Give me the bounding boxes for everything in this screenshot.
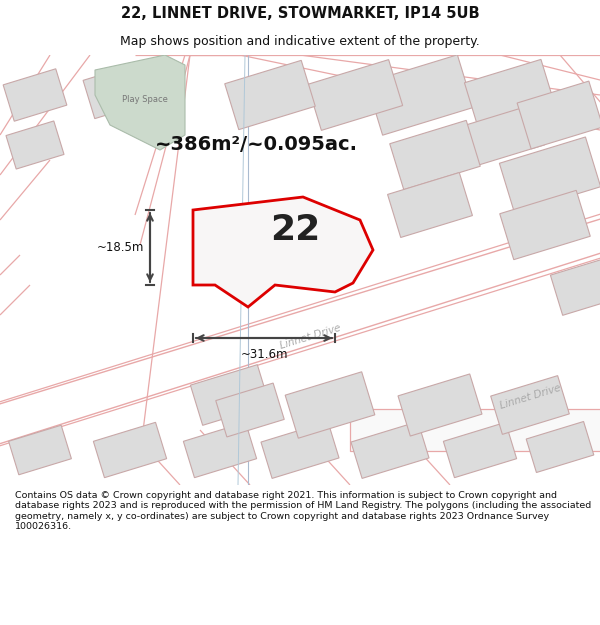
- Polygon shape: [6, 121, 64, 169]
- Polygon shape: [443, 422, 517, 478]
- Polygon shape: [350, 409, 600, 451]
- Polygon shape: [550, 254, 600, 316]
- Text: Contains OS data © Crown copyright and database right 2021. This information is : Contains OS data © Crown copyright and d…: [15, 491, 591, 531]
- Polygon shape: [8, 425, 71, 475]
- Polygon shape: [95, 55, 185, 150]
- Polygon shape: [193, 197, 373, 307]
- Polygon shape: [261, 422, 339, 478]
- Text: Play Space: Play Space: [122, 96, 168, 104]
- Polygon shape: [94, 422, 167, 478]
- Polygon shape: [285, 372, 375, 438]
- Polygon shape: [184, 422, 257, 478]
- Text: ~18.5m: ~18.5m: [97, 241, 144, 254]
- Polygon shape: [367, 55, 473, 135]
- Polygon shape: [0, 210, 600, 450]
- Polygon shape: [190, 364, 269, 426]
- Polygon shape: [83, 61, 157, 119]
- Polygon shape: [307, 59, 403, 131]
- Text: Linnet Drive: Linnet Drive: [278, 323, 342, 351]
- Polygon shape: [216, 383, 284, 437]
- Polygon shape: [499, 137, 600, 213]
- Text: ~31.6m: ~31.6m: [240, 348, 288, 361]
- Polygon shape: [398, 374, 482, 436]
- Text: ~386m²/~0.095ac.: ~386m²/~0.095ac.: [155, 136, 358, 154]
- Polygon shape: [526, 421, 594, 472]
- Text: Map shows position and indicative extent of the property.: Map shows position and indicative extent…: [120, 35, 480, 48]
- Text: Linnet Drive: Linnet Drive: [498, 383, 562, 411]
- Polygon shape: [388, 173, 472, 238]
- Polygon shape: [466, 104, 545, 166]
- Polygon shape: [225, 61, 315, 129]
- Polygon shape: [3, 69, 67, 121]
- Polygon shape: [517, 81, 600, 149]
- Polygon shape: [351, 422, 429, 478]
- Text: 22, LINNET DRIVE, STOWMARKET, IP14 5UB: 22, LINNET DRIVE, STOWMARKET, IP14 5UB: [121, 6, 479, 21]
- Polygon shape: [390, 121, 480, 189]
- Polygon shape: [500, 191, 590, 259]
- Polygon shape: [464, 59, 556, 131]
- Text: 22: 22: [270, 213, 320, 247]
- Polygon shape: [491, 376, 569, 434]
